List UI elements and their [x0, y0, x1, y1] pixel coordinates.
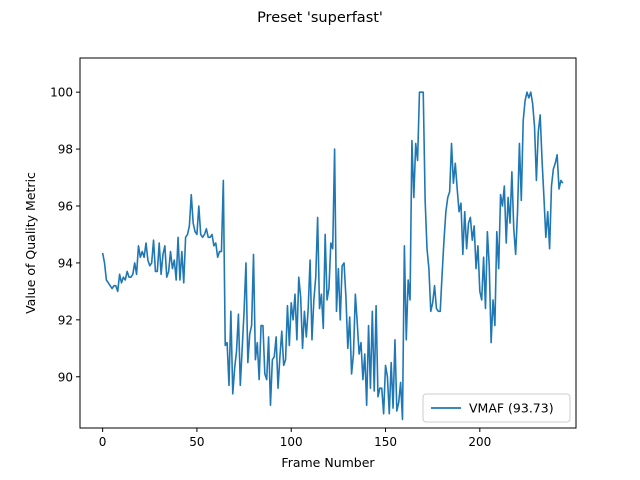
legend: VMAF (93.73) — [422, 393, 571, 423]
x-tick-label: 100 — [280, 435, 303, 449]
chart-title: Preset 'superfast' — [257, 10, 383, 26]
series-line-vmaf — [101, 91, 564, 421]
x-tick-label: 0 — [99, 435, 107, 449]
y-tick-label: 90 — [58, 370, 73, 384]
y-axis-label: Value of Quality Metric — [23, 172, 38, 314]
axes-frame — [79, 57, 577, 429]
x-tick-label: 200 — [468, 435, 491, 449]
y-tick-label: 100 — [50, 86, 73, 100]
x-axis-label: Frame Number — [281, 455, 375, 470]
y-tick-label: 96 — [58, 200, 73, 214]
x-tick-label: 50 — [189, 435, 204, 449]
y-tick-label: 98 — [58, 143, 73, 157]
y-tick-label: 94 — [58, 256, 73, 270]
y-tick-label: 92 — [58, 313, 73, 327]
x-axis: 0 50 100 150 200 — [99, 428, 491, 449]
legend-label-vmaf: VMAF (93.73) — [469, 401, 554, 416]
x-tick-label: 150 — [374, 435, 397, 449]
y-axis: 90 92 94 96 98 100 — [50, 86, 80, 384]
legend-box — [422, 393, 571, 423]
plot-area: 0 50 100 150 200 90 92 94 96 98 100 — [50, 57, 577, 449]
